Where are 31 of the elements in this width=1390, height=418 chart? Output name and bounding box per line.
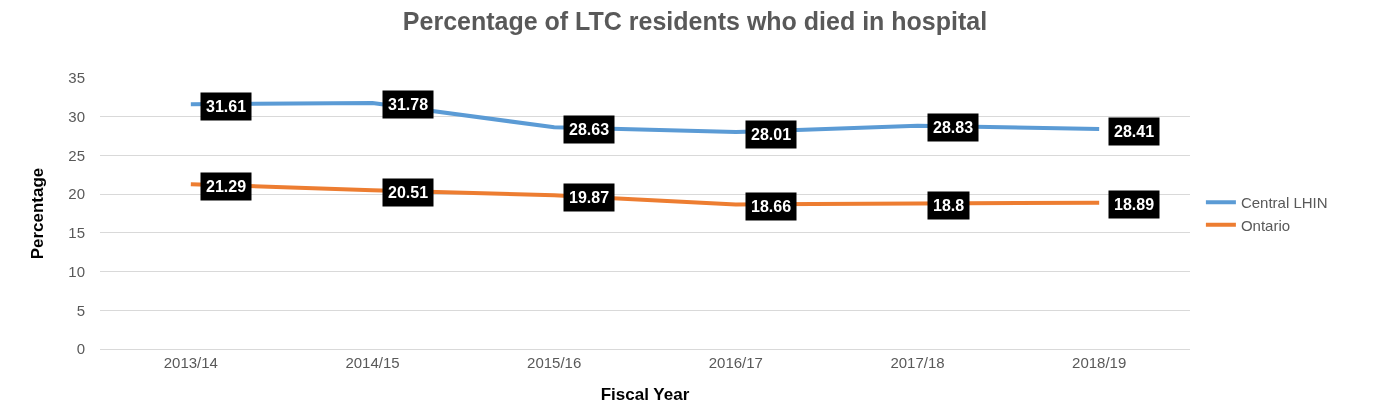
- y-tick-label: 30: [68, 107, 85, 125]
- data-label: 28.83: [933, 119, 974, 136]
- data-label: 18.8: [933, 197, 965, 214]
- y-tick-label: 0: [76, 340, 85, 358]
- legend-label: Central LHIN: [1240, 194, 1328, 212]
- data-label: 18.66: [751, 198, 792, 215]
- data-label: 31.78: [388, 96, 429, 113]
- data-label: 19.87: [569, 189, 610, 206]
- data-label: 31.61: [206, 98, 247, 115]
- y-tick-label: 5: [76, 301, 85, 319]
- legend-label: Ontario: [1240, 216, 1291, 234]
- x-tick-label: 2018/19: [1072, 354, 1127, 371]
- y-tick-label: 35: [68, 69, 85, 87]
- x-tick-label: 2017/18: [890, 354, 945, 371]
- x-tick-label: 2016/17: [708, 354, 763, 371]
- x-tick-label: 2015/16: [527, 354, 582, 371]
- y-tick-label: 10: [68, 262, 85, 280]
- x-tick-label: 2014/15: [345, 354, 400, 371]
- y-tick-label: 25: [68, 146, 85, 164]
- data-label: 28.41: [1114, 123, 1155, 140]
- x-axis-title: Fiscal Year: [600, 385, 690, 405]
- data-label: 20.51: [388, 184, 429, 201]
- data-label: 21.29: [206, 178, 247, 195]
- y-tick-label: 15: [68, 224, 85, 242]
- data-label: 18.89: [1114, 196, 1155, 213]
- data-label: 28.01: [751, 126, 792, 143]
- y-tick-label: 20: [68, 185, 85, 203]
- x-tick-label: 2013/14: [163, 354, 218, 371]
- data-label: 28.63: [569, 121, 610, 138]
- chart-title: Percentage of LTC residents who died in hospital: [402, 7, 988, 36]
- y-axis-title: Percentage: [27, 167, 47, 260]
